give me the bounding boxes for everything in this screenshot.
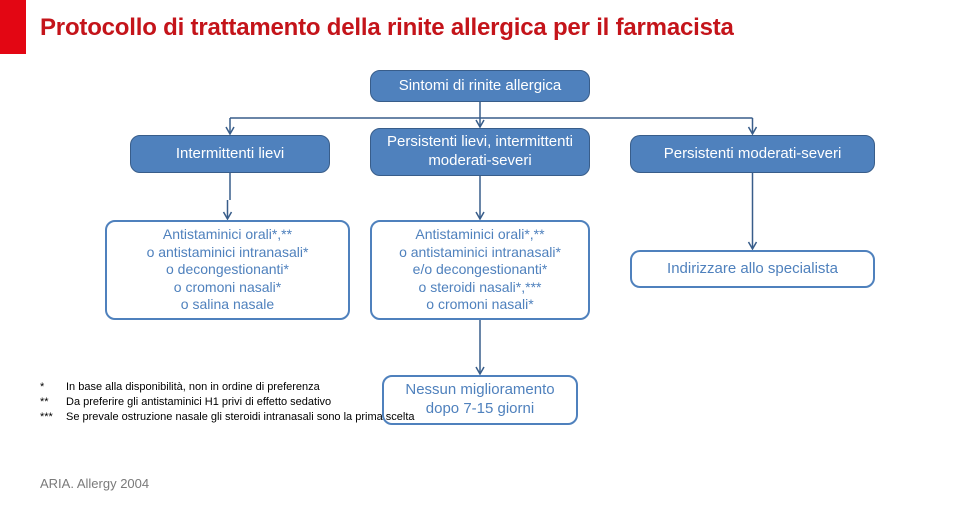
node-text: o salina nasale [181,296,274,314]
node-text: Nessun miglioramento [405,381,554,400]
footnotes: *In base alla disponibilità, non in ordi… [40,380,415,425]
footnote-mark: * [40,380,66,395]
node-text: o decongestionanti* [166,261,289,279]
node-text: o cromoni nasali* [174,279,281,297]
node-b1: Intermittenti lievi [130,135,330,173]
footnote-text: In base alla disponibilità, non in ordin… [66,380,320,395]
node-text: e/o decongestionanti* [413,261,548,279]
node-text: Antistaminici orali*,** [415,226,544,244]
footnote-mark: *** [40,410,66,425]
node-c3: Indirizzare allo specialista [630,250,875,288]
footnote-row: **Da preferire gli antistaminici H1 priv… [40,395,415,410]
footnote-text: Se prevale ostruzione nasale gli steroid… [66,410,415,425]
node-c2: Antistaminici orali*,**o antistaminici i… [370,220,590,320]
page-title: Protocollo di trattamento della rinite a… [40,14,734,42]
accent-bar [0,0,26,54]
node-b2: Persistenti lievi, intermittentimoderati… [370,128,590,176]
node-text: Persistenti moderati-severi [664,145,842,164]
node-text: o antistaminici intranasali* [147,244,309,262]
footnote-mark: ** [40,395,66,410]
node-text: moderati-severi [428,152,531,171]
node-text: Antistaminici orali*,** [163,226,292,244]
footnote-text: Da preferire gli antistaminici H1 privi … [66,395,331,410]
node-text: dopo 7-15 giorni [426,400,534,419]
node-text: Intermittenti lievi [176,145,284,164]
node-text: o steroidi nasali*,*** [419,279,542,297]
node-text: Sintomi di rinite allergica [399,77,562,96]
node-text: o cromoni nasali* [426,296,533,314]
footnote-row: ***Se prevale ostruzione nasale gli ster… [40,410,415,425]
node-text: Persistenti lievi, intermittenti [387,133,573,152]
node-c1: Antistaminici orali*,**o antistaminici i… [105,220,350,320]
footnote-row: *In base alla disponibilità, non in ordi… [40,380,415,395]
node-root: Sintomi di rinite allergica [370,70,590,102]
citation: ARIA. Allergy 2004 [40,476,149,491]
node-text: o antistaminici intranasali* [399,244,561,262]
node-b3: Persistenti moderati-severi [630,135,875,173]
node-text: Indirizzare allo specialista [667,260,838,279]
